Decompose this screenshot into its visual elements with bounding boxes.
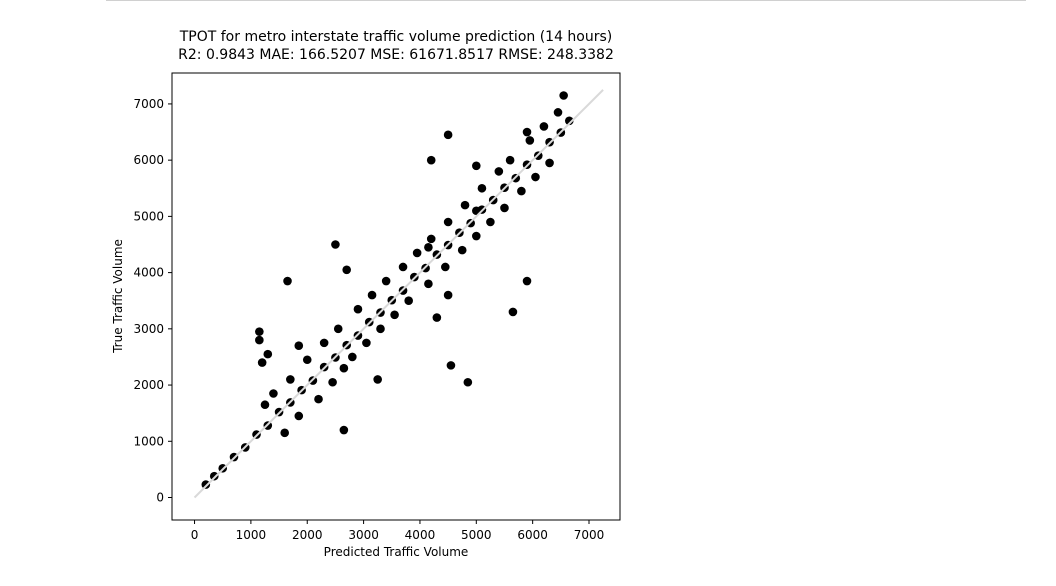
data-point — [424, 243, 433, 252]
data-point — [472, 231, 481, 241]
data-point — [398, 262, 408, 272]
data-point — [314, 394, 323, 404]
data-point — [263, 349, 273, 359]
data-point — [522, 276, 532, 286]
chart-subtitle: R2: 0.9843 MAE: 166.5207 MSE: 61671.8517… — [178, 47, 614, 63]
top-divider — [106, 0, 1026, 1]
data-point — [500, 203, 509, 213]
data-point — [294, 411, 304, 421]
data-point — [269, 389, 278, 398]
y-tick-label: 5000 — [133, 209, 164, 223]
y-tick-label: 2000 — [133, 378, 164, 392]
y-tick-label: 7000 — [133, 97, 164, 111]
data-point — [517, 186, 526, 196]
data-point — [339, 363, 349, 373]
data-point — [553, 108, 563, 117]
data-point — [426, 155, 436, 165]
data-point — [432, 313, 442, 322]
data-point — [294, 341, 304, 350]
data-point — [460, 200, 470, 210]
data-point — [319, 338, 329, 348]
data-point — [404, 296, 413, 306]
data-point — [367, 290, 377, 300]
x-axis-label: Predicted Traffic Volume — [324, 545, 469, 559]
data-point — [260, 400, 270, 410]
y-tick-label: 0 — [156, 491, 164, 505]
data-point — [424, 279, 433, 289]
plot-frame — [171, 72, 621, 521]
data-point — [412, 248, 422, 258]
data-point — [255, 327, 264, 336]
data-point — [477, 183, 487, 193]
y-tick-label: 3000 — [133, 322, 164, 336]
data-point — [472, 161, 481, 171]
reference-line — [193, 89, 604, 499]
data-point — [522, 127, 532, 137]
x-tick-label: 5000 — [461, 528, 492, 542]
data-point — [333, 324, 343, 334]
x-tick-label: 2000 — [292, 528, 323, 542]
data-point — [280, 428, 290, 438]
y-axis-label: True Traffic Volume — [111, 239, 125, 354]
data-point — [376, 324, 385, 334]
x-tick-label: 6000 — [517, 528, 548, 542]
data-point — [362, 338, 371, 348]
plot-area: 0 1000 2000 3000 4000 5000 6000 7000 0 1000 2000 30… — [133, 72, 621, 542]
data-point — [443, 130, 453, 140]
data-point — [339, 425, 349, 435]
x-tick-label: 1000 — [236, 528, 267, 542]
data-point — [286, 375, 295, 384]
data-point — [505, 155, 515, 165]
data-point — [531, 172, 540, 182]
data-point — [331, 240, 340, 249]
chart-title: TPOT for metro interstate traffic volume… — [179, 29, 613, 45]
data-point — [486, 217, 495, 227]
y-tick-label: 6000 — [133, 153, 164, 167]
data-point — [443, 217, 453, 227]
data-point — [441, 262, 450, 272]
data-point — [457, 245, 467, 255]
data-point — [564, 116, 574, 126]
data-point — [373, 375, 382, 384]
data-point — [342, 265, 351, 275]
y-tick-label: 1000 — [133, 434, 164, 448]
data-point — [255, 335, 264, 345]
data-point — [381, 276, 391, 286]
data-point — [328, 377, 337, 387]
data-point — [525, 136, 535, 145]
x-tick-label: 3000 — [348, 528, 379, 542]
data-point — [508, 307, 518, 317]
data-point — [443, 290, 453, 300]
data-point — [283, 276, 292, 286]
data-point — [539, 122, 549, 131]
data-point — [209, 471, 219, 481]
x-tick-label: 0 — [191, 528, 199, 542]
data-point — [201, 480, 211, 489]
x-tick-label: 4000 — [405, 528, 436, 542]
data-point — [353, 304, 363, 314]
data-point — [545, 158, 554, 168]
data-point — [302, 355, 312, 365]
data-point — [446, 361, 456, 370]
data-point — [559, 91, 568, 100]
data-point — [426, 234, 436, 244]
data-point — [494, 167, 504, 176]
data-point — [348, 352, 357, 362]
data-point — [257, 358, 267, 367]
data-point — [390, 310, 399, 320]
x-tick-label: 7000 — [574, 528, 605, 542]
data-point — [463, 377, 473, 387]
y-tick-label: 4000 — [133, 266, 164, 280]
